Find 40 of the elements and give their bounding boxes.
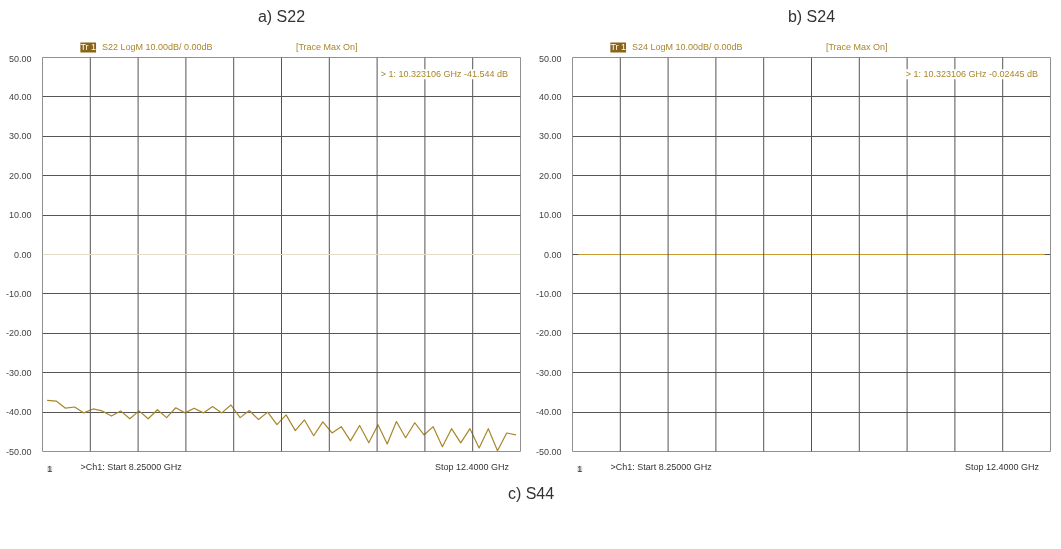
y-tick-label: 20.00 xyxy=(538,170,562,181)
y-tick-label: 10.00 xyxy=(8,210,32,221)
y-tick-label: -20.00 xyxy=(5,328,32,339)
y-tick-label: -30.00 xyxy=(5,367,32,378)
y-tick-label: 20.00 xyxy=(8,170,32,181)
chart-title: b) S24 xyxy=(787,7,836,25)
y-tick-label: 30.00 xyxy=(8,131,32,142)
y-tick-label: -50.00 xyxy=(535,446,562,457)
text: >Ch1: Start 8.25000 GHz xyxy=(610,462,713,472)
text: Stop 12.4000 GHz xyxy=(964,462,1040,472)
y-tick-label: -20.00 xyxy=(535,328,562,339)
text: 1 xyxy=(577,464,583,474)
y-tick-label: 50.00 xyxy=(538,53,562,64)
y-tick-label: -10.00 xyxy=(535,288,562,299)
text: [Trace Max On] xyxy=(825,42,888,53)
chart-title: a) S22 xyxy=(257,7,306,25)
y-tick-label: -40.00 xyxy=(535,407,562,418)
y-tick-label: -10.00 xyxy=(5,288,32,299)
text: 1 xyxy=(47,464,53,474)
text: [Trace Max On] xyxy=(295,42,358,53)
y-tick-label: 0.00 xyxy=(543,249,562,260)
y-tick-label: -50.00 xyxy=(5,446,32,457)
text: S22 LogM 10.00dB/ 0.00dB xyxy=(101,42,213,53)
text: Tr 1 xyxy=(80,42,97,53)
y-tick-label: 50.00 xyxy=(8,53,32,64)
line-series xyxy=(46,399,517,452)
y-tick-label: 40.00 xyxy=(8,91,32,102)
y-tick-label: -30.00 xyxy=(535,367,562,378)
text: c) S44 xyxy=(507,484,555,502)
text: >Ch1: Start 8.25000 GHz xyxy=(80,462,183,472)
text: Tr 1 xyxy=(610,42,627,53)
y-tick-label: 0.00 xyxy=(13,249,32,260)
text: S24 LogM 10.00dB/ 0.00dB xyxy=(631,42,743,53)
annotation: > 1: 10.323106 GHz -41.544 dB xyxy=(380,69,509,80)
annotation: > 1: 10.323106 GHz -0.02445 dB xyxy=(905,69,1039,80)
y-tick-label: 40.00 xyxy=(538,91,562,102)
y-tick-label: 30.00 xyxy=(538,131,562,142)
text: Stop 12.4000 GHz xyxy=(434,462,510,472)
y-tick-label: 10.00 xyxy=(538,210,562,221)
y-tick-label: -40.00 xyxy=(5,407,32,418)
